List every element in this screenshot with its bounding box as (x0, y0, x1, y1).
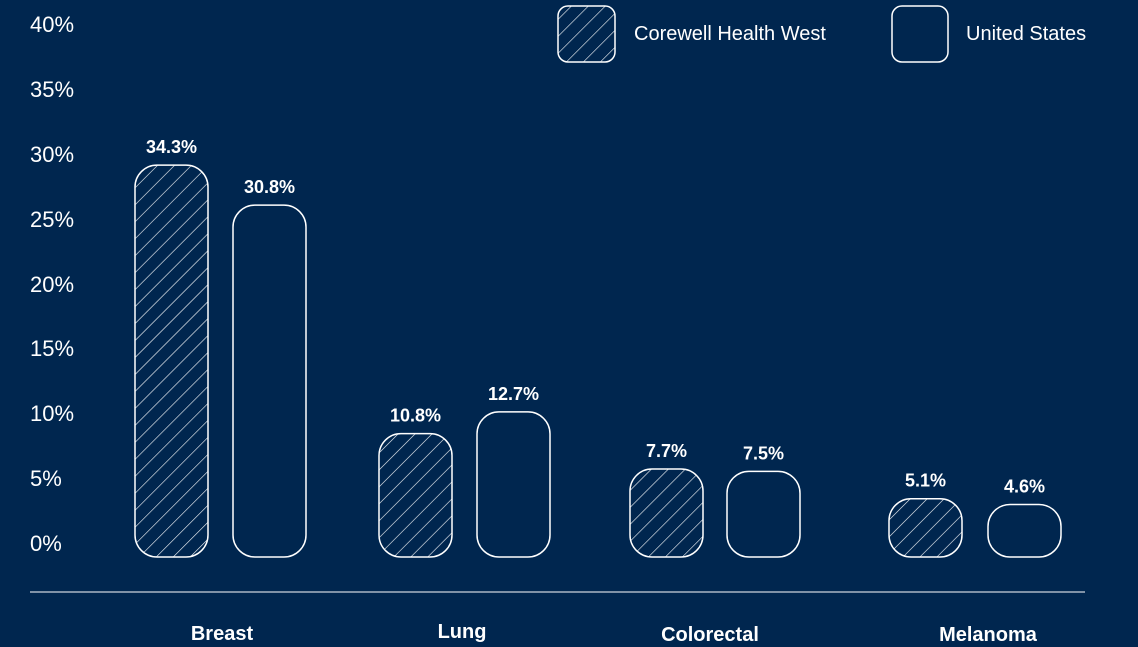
bar-lung-corewell-health-west (378, 432, 453, 558)
x-category-label: Melanoma (939, 624, 1038, 646)
data-label: 34.3% (146, 137, 197, 157)
legend-label-united-states: United States (966, 23, 1086, 45)
x-category-label: Lung (438, 621, 487, 643)
data-label: 5.1% (905, 471, 946, 491)
legend: Corewell Health West United States (557, 5, 1086, 63)
legend-label-corewell-health-west: Corewell Health West (634, 23, 826, 45)
bar-melanoma-united-states (987, 503, 1062, 558)
y-tick-label: 15% (30, 336, 74, 361)
data-label: 30.8% (244, 177, 295, 197)
y-tick-label: 0% (30, 531, 62, 556)
bars: 34.3% 30.8% 10.8% 12.7% 7.7% 7.5% 5.1% 4.6% (134, 137, 1062, 558)
bar-colorectal-united-states (726, 470, 801, 558)
data-label: 12.7% (488, 384, 539, 404)
bar-colorectal-corewell-health-west (629, 468, 704, 558)
y-tick-label: 30% (30, 142, 74, 167)
y-tick-label: 35% (30, 77, 74, 102)
bar-lung-united-states (476, 411, 551, 558)
y-axis: 0% 5% 10% 15% 20% 25% 30% 35% 40% (30, 12, 74, 556)
x-category-label: Colorectal (661, 624, 759, 646)
y-tick-label: 25% (30, 207, 74, 232)
bar-breast-united-states (232, 204, 307, 558)
y-tick-label: 5% (30, 466, 62, 491)
x-axis-labels: Breast Lung Colorectal Melanoma (191, 621, 1038, 646)
y-tick-label: 40% (30, 12, 74, 37)
data-label: 7.7% (646, 441, 687, 461)
y-tick-label: 20% (30, 272, 74, 297)
x-category-label: Breast (191, 623, 254, 645)
data-label: 10.8% (390, 406, 441, 426)
bar-breast-corewell-health-west (134, 164, 209, 558)
data-label: 4.6% (1004, 476, 1045, 496)
legend-swatch-corewell-health-west (557, 5, 616, 63)
legend-swatch-united-states (891, 5, 949, 63)
bar-melanoma-corewell-health-west (888, 497, 963, 558)
y-tick-label: 10% (30, 401, 74, 426)
data-label: 7.5% (743, 443, 784, 463)
